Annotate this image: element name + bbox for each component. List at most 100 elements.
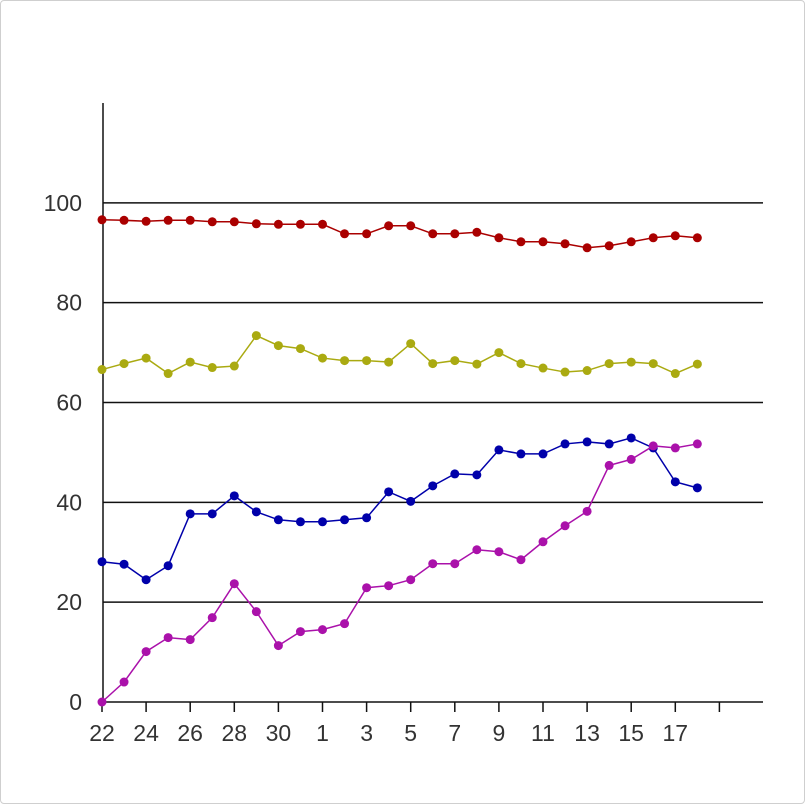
series-line (101, 437, 698, 581)
data-point (185, 509, 195, 519)
data-point (516, 359, 526, 369)
data-point (648, 233, 658, 243)
data-point (428, 359, 438, 369)
data-point (141, 647, 151, 657)
data-point (604, 460, 614, 470)
axes (101, 103, 763, 712)
data-point (318, 625, 327, 635)
data-point (97, 215, 107, 225)
x-tick-label: 1 (316, 720, 329, 746)
data-point (318, 517, 327, 527)
x-tick-label: 17 (663, 720, 689, 746)
data-point (428, 559, 438, 569)
data-point (494, 547, 504, 557)
data-point (670, 477, 680, 487)
data-point (516, 449, 526, 459)
data-point (626, 454, 636, 464)
data-point (494, 348, 504, 358)
data-point (163, 633, 173, 643)
data-point (692, 233, 702, 243)
x-axis-ticks: 22 24 26 28 30 1 3 5 7 9 11 13 15 17 (89, 720, 688, 746)
data-point (362, 513, 372, 523)
data-point (273, 515, 283, 525)
data-point (384, 581, 394, 591)
series-group (97, 215, 702, 707)
data-point (626, 357, 636, 367)
series-3 (97, 439, 702, 707)
gridlines (103, 202, 763, 603)
x-tick-label: 26 (177, 720, 203, 746)
data-point (119, 215, 129, 225)
data-point (340, 515, 350, 525)
data-point (384, 487, 394, 497)
data-point (648, 441, 658, 451)
data-point (560, 239, 570, 249)
data-point (582, 506, 592, 516)
data-point (626, 237, 636, 247)
y-tick-label: 100 (44, 190, 82, 216)
data-point (229, 217, 239, 227)
series-line (101, 219, 698, 249)
data-point (340, 229, 350, 239)
data-point (141, 353, 151, 363)
x-tick-label: 11 (531, 720, 555, 746)
data-point (185, 635, 195, 645)
data-point (163, 369, 173, 379)
data-point (494, 233, 504, 243)
y-tick-label: 20 (56, 589, 82, 615)
data-point (318, 353, 327, 363)
data-point (119, 559, 129, 569)
y-tick-label: 60 (56, 390, 82, 416)
data-point (207, 217, 217, 227)
series-2 (97, 433, 702, 585)
data-point (273, 641, 283, 651)
data-point (229, 491, 239, 501)
data-point (692, 439, 702, 449)
data-point (516, 555, 526, 565)
data-point (295, 627, 305, 637)
data-point (538, 237, 548, 247)
data-point (340, 619, 350, 629)
data-point (560, 521, 570, 531)
x-tick-label: 9 (493, 720, 506, 746)
data-point (538, 449, 548, 459)
data-point (472, 227, 482, 237)
data-point (251, 507, 261, 517)
data-point (428, 481, 438, 491)
data-point (185, 357, 195, 367)
data-point (362, 356, 372, 366)
data-point (604, 439, 614, 449)
data-point (406, 575, 416, 585)
data-point (273, 341, 283, 351)
data-point (340, 356, 350, 366)
data-point (207, 509, 217, 519)
data-point (119, 677, 129, 687)
y-tick-label: 40 (56, 489, 82, 515)
data-point (692, 359, 702, 369)
data-point (582, 437, 592, 447)
data-point (604, 359, 614, 369)
data-point (207, 613, 217, 623)
data-point (604, 241, 614, 251)
data-point (450, 229, 460, 239)
data-point (251, 331, 261, 341)
data-point (582, 366, 592, 376)
data-point (119, 359, 129, 369)
x-tick-label: 30 (266, 720, 292, 746)
x-tick-label: 24 (133, 720, 159, 746)
data-point (538, 363, 548, 373)
data-point (626, 433, 636, 443)
data-point (163, 215, 173, 225)
data-point (295, 344, 305, 354)
data-point (163, 561, 173, 571)
data-point (229, 361, 239, 371)
data-point (406, 221, 416, 231)
data-point (494, 445, 504, 455)
x-tick-label: 15 (618, 720, 644, 746)
data-point (472, 359, 482, 369)
y-tick-label: 80 (56, 290, 82, 316)
data-point (141, 575, 151, 585)
data-point (692, 483, 702, 493)
data-point (384, 221, 394, 231)
